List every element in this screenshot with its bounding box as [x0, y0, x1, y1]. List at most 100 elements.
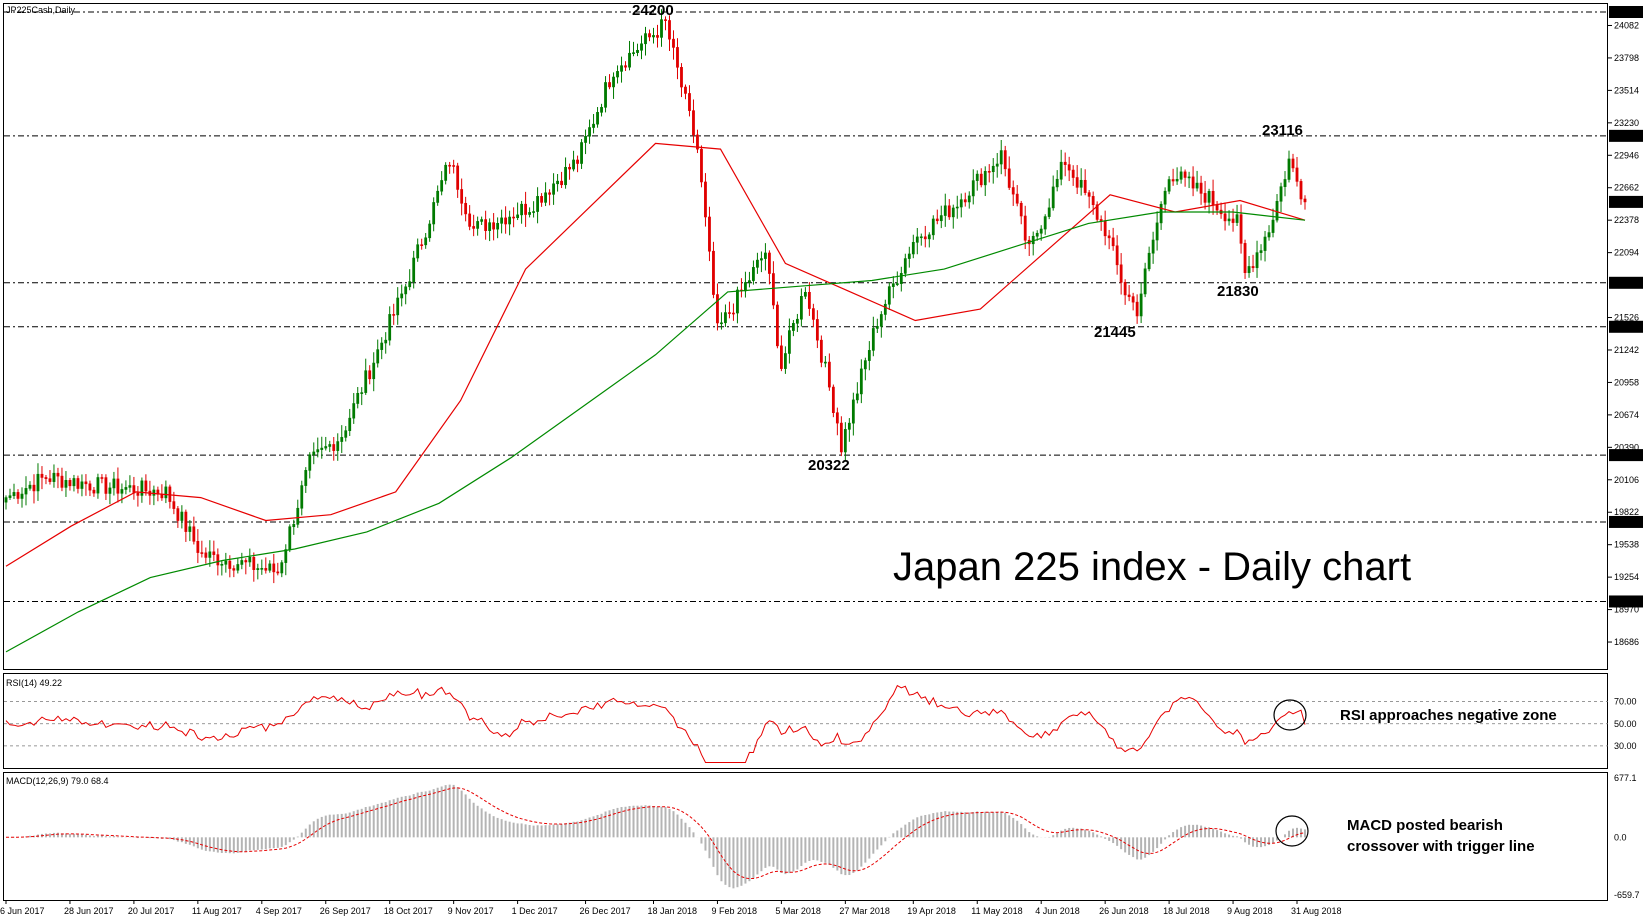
candle-body — [644, 33, 647, 45]
candle-body — [140, 480, 144, 496]
candle-body — [847, 422, 851, 430]
candle-body — [452, 165, 456, 167]
candle-body — [500, 217, 504, 224]
candle-body — [748, 280, 751, 283]
candle-body — [384, 339, 388, 344]
label-23116: 23116 — [1262, 122, 1303, 139]
candle-body — [616, 71, 619, 78]
candle-body — [248, 556, 252, 563]
candle-body — [496, 223, 500, 230]
candle-body — [1135, 301, 1139, 317]
candle-body — [684, 86, 687, 94]
price-tag-bg — [1609, 449, 1643, 462]
candle-body — [712, 250, 715, 295]
candle-body — [388, 314, 392, 341]
candle-body — [811, 308, 815, 320]
price-tick-label: 19254 — [1614, 572, 1639, 582]
candle-body — [871, 328, 875, 351]
price-axis: 24082 23798 23514 23230 22946 22662 22378 22094… — [1608, 20, 1639, 647]
candle-body — [260, 568, 264, 570]
rsi-pane-frame — [3, 673, 1608, 769]
candle-body — [787, 330, 791, 354]
candle-body — [636, 49, 639, 53]
rsi-tick-label: 70.00 — [1614, 697, 1637, 707]
candle-body — [32, 484, 36, 492]
price-tag-bg — [1609, 195, 1643, 208]
candle-body — [552, 183, 555, 195]
candle-body — [280, 562, 284, 574]
candle-body — [512, 216, 516, 219]
candle-body — [12, 492, 16, 497]
candle-body — [84, 481, 88, 485]
rsi-highlight-circle — [1273, 699, 1307, 731]
candle-body — [1211, 190, 1215, 206]
candle-body — [1127, 294, 1131, 297]
candle-body — [1163, 190, 1167, 205]
candle-body — [708, 216, 711, 252]
candle-body — [96, 477, 100, 494]
chart-headline: Japan 225 index - Daily chart — [893, 545, 1411, 589]
candle-body — [863, 360, 867, 370]
candle-body — [316, 449, 320, 453]
candle-body — [200, 552, 204, 554]
candle-body — [184, 511, 188, 532]
candle-body — [216, 554, 220, 566]
candle-body — [352, 403, 356, 419]
price-tag-bg — [1609, 276, 1643, 289]
candle-body — [1279, 186, 1283, 202]
candle-body — [911, 242, 915, 255]
candle-body — [1159, 203, 1163, 224]
date-tick-label: 26 Dec 2017 — [580, 906, 631, 916]
candle-body — [20, 493, 24, 499]
candle-body — [532, 211, 535, 213]
candle-body — [540, 196, 543, 203]
candle-body — [424, 237, 428, 246]
candle-body — [588, 127, 591, 137]
candle-body — [999, 150, 1003, 165]
candle-body — [704, 181, 707, 218]
candle-body — [560, 180, 563, 186]
price-tick-label: 22662 — [1614, 183, 1639, 193]
candle-body — [1043, 216, 1047, 230]
candle-body — [803, 291, 807, 297]
candle-body — [975, 173, 979, 181]
candle-body — [907, 253, 911, 259]
macd-tick-label: 677.1 — [1614, 773, 1637, 783]
candle-body — [1123, 282, 1127, 296]
candle-body — [1171, 179, 1175, 182]
candle-body — [967, 195, 971, 203]
candle-body — [124, 487, 128, 490]
candle-body — [624, 65, 627, 68]
candle-body — [1151, 239, 1155, 254]
candle-body — [1207, 190, 1211, 203]
candle-body — [484, 219, 488, 231]
candle-body — [440, 180, 444, 192]
candle-body — [468, 213, 472, 227]
candle-body — [1231, 218, 1235, 223]
rsi-line — [5, 684, 1306, 763]
price-tag-19737: 19737 — [1612, 517, 1637, 527]
candle-body — [899, 273, 903, 284]
candle-body — [196, 541, 200, 553]
candle-body — [68, 480, 72, 487]
candle-body — [736, 289, 739, 314]
candle-body — [164, 486, 168, 499]
date-tick-label: 26 Jun 2018 — [1099, 906, 1149, 916]
label-high-24200: 24200 — [632, 2, 674, 19]
candle-body — [1087, 192, 1091, 197]
price-tick-label: 18686 — [1614, 637, 1639, 647]
date-tick-label: 26 Sep 2017 — [320, 906, 371, 916]
candle-body — [348, 417, 352, 431]
candle-body — [448, 164, 452, 167]
price-tag-bg — [1609, 320, 1643, 333]
candle-body — [284, 549, 288, 563]
candle-body — [592, 123, 595, 128]
price-tag-19041: 19041 — [1612, 597, 1637, 607]
candle-body — [768, 252, 771, 274]
candle-body — [256, 568, 260, 570]
candle-body — [1119, 264, 1123, 283]
candle-body — [851, 399, 855, 424]
candle-body — [1167, 179, 1171, 192]
date-tick-label: 6 Jun 2017 — [0, 906, 45, 916]
candle-body — [492, 222, 496, 230]
